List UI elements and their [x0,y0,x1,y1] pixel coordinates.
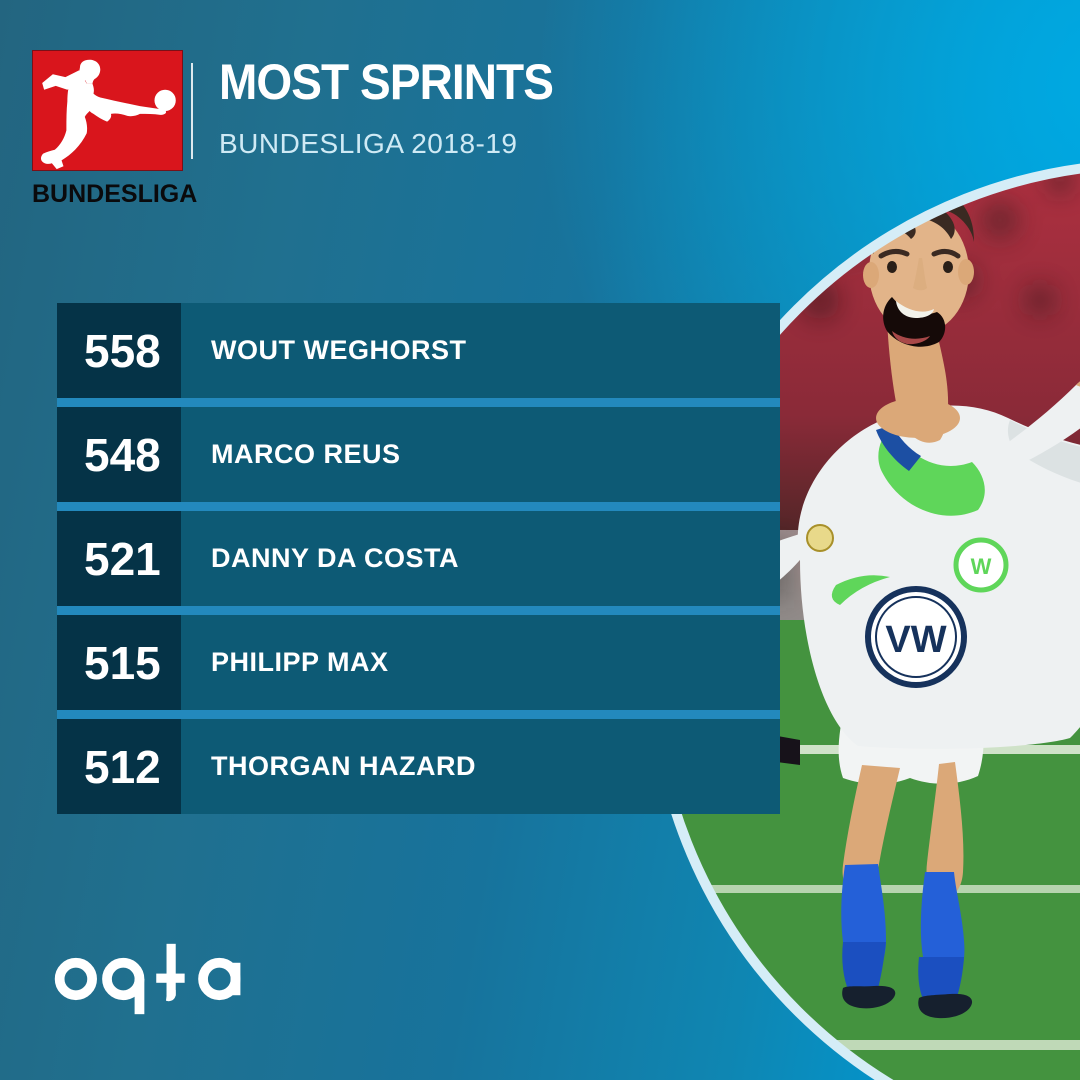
svg-text:W: W [971,554,992,579]
svg-text:VW: VW [885,619,946,661]
